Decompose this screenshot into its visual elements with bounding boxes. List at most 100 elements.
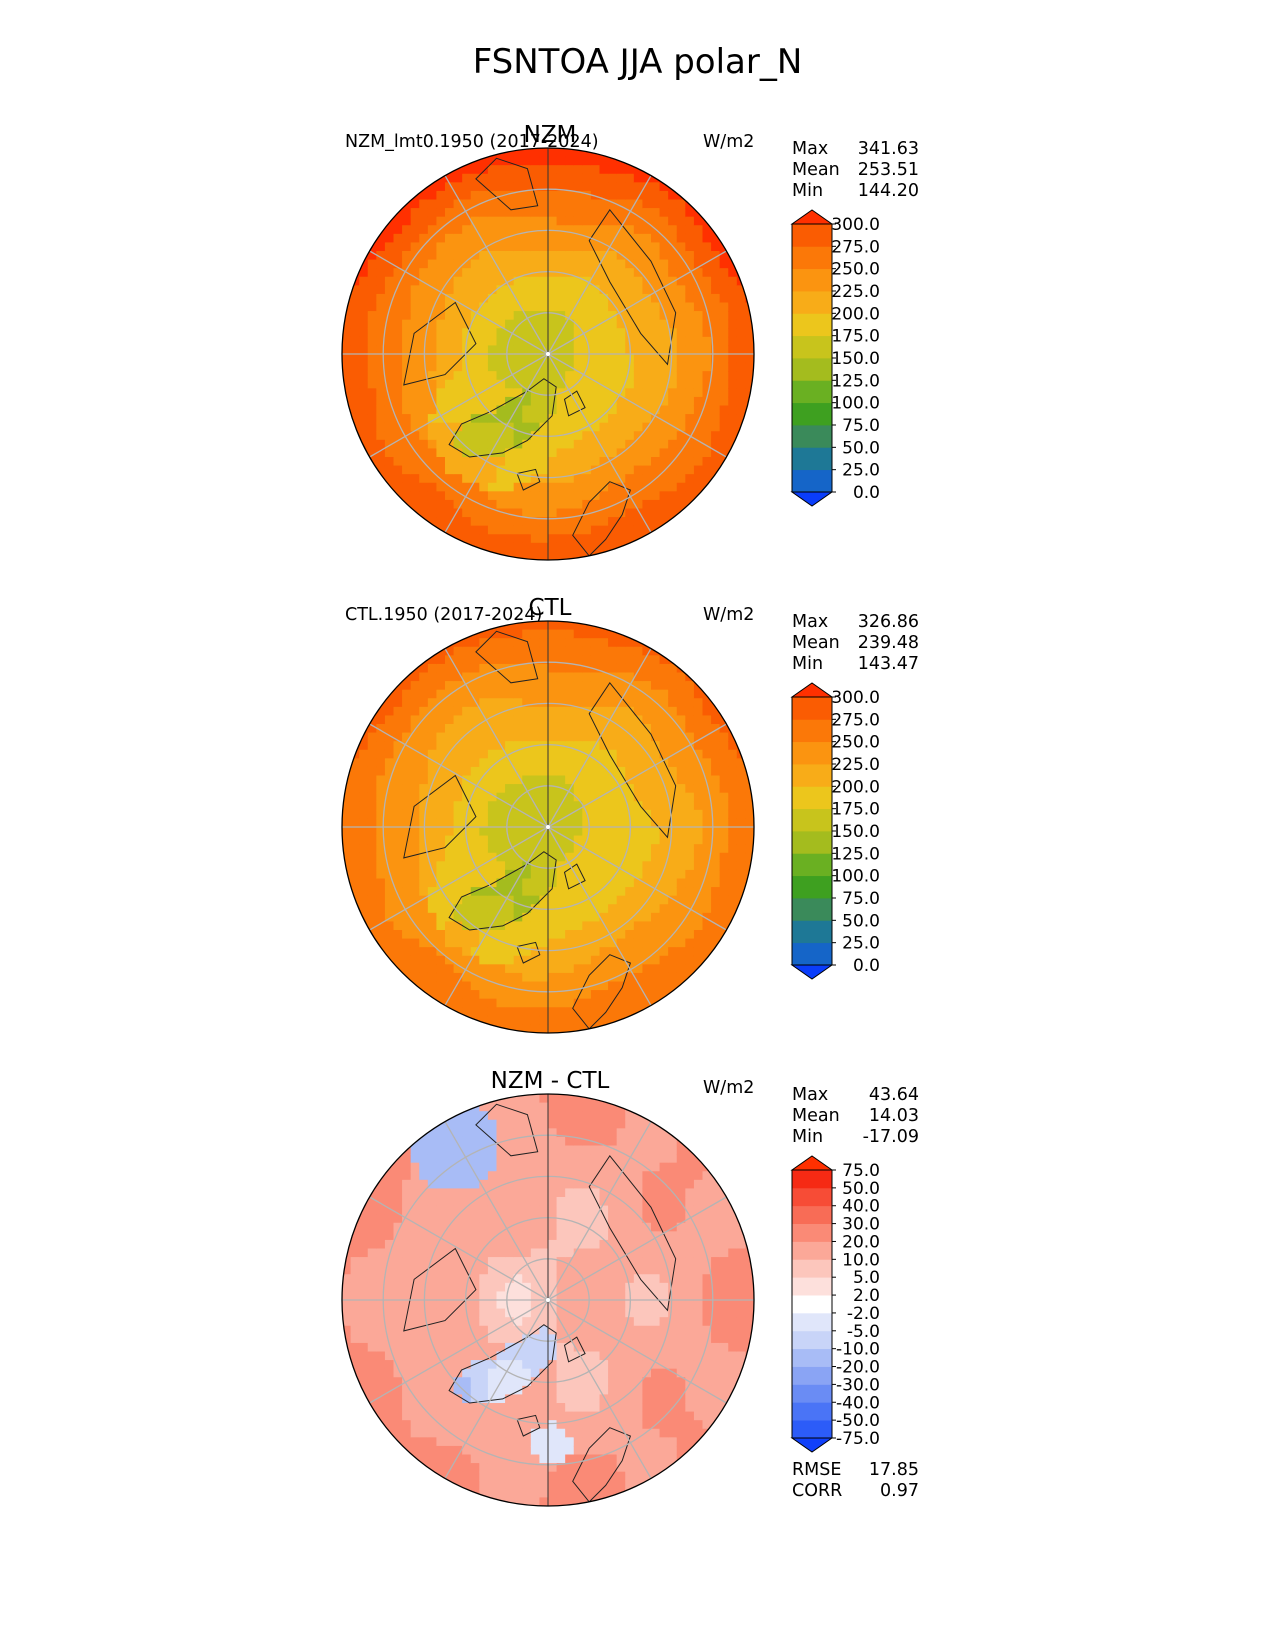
field-cell	[513, 809, 523, 820]
field-cell	[402, 706, 412, 717]
field-cell	[479, 276, 489, 286]
field-cell	[548, 182, 558, 192]
field-cell	[659, 199, 669, 209]
field-cell	[453, 1274, 463, 1284]
field-cell	[522, 998, 532, 1008]
field-cell	[548, 912, 558, 923]
field-cell	[445, 732, 455, 742]
field-cell	[384, 405, 395, 415]
field-cell	[590, 663, 601, 674]
field-cell	[616, 371, 626, 381]
field-cell	[582, 542, 592, 553]
coastline-iceland	[516, 941, 541, 964]
field-cell	[522, 542, 532, 553]
field-cell	[582, 681, 592, 691]
field-cell	[393, 852, 403, 862]
field-cell	[445, 182, 455, 192]
field-cell	[393, 869, 403, 880]
field-cell	[419, 371, 429, 381]
field-cell	[565, 818, 575, 828]
field-cell	[659, 844, 669, 854]
field-cell	[445, 835, 455, 845]
field-cell	[711, 457, 721, 467]
field-cell	[462, 216, 472, 226]
field-cell	[470, 1197, 480, 1207]
field-cell	[393, 405, 403, 415]
field-cell	[445, 698, 455, 708]
field-cell	[384, 319, 395, 329]
field-cell	[470, 1145, 480, 1155]
field-cell	[436, 1214, 446, 1224]
field-cell	[479, 499, 489, 510]
field-cell	[479, 1342, 489, 1353]
field-cell	[633, 482, 644, 492]
field-cell	[427, 336, 438, 347]
field-cell	[487, 319, 498, 329]
field-cell	[367, 895, 377, 905]
field-cell	[548, 629, 558, 639]
field-cell	[427, 827, 438, 837]
field-cell	[384, 938, 395, 948]
field-cell	[548, 508, 558, 518]
field-cell	[565, 715, 575, 725]
field-cell	[513, 542, 523, 553]
field-cell	[616, 208, 626, 218]
field-cell	[479, 379, 489, 389]
field-cell	[608, 698, 618, 708]
field-cell	[436, 698, 446, 708]
field-cell	[393, 1368, 403, 1378]
field-cell	[487, 534, 498, 544]
field-cell	[642, 379, 652, 389]
field-cell	[419, 1411, 429, 1421]
field-cell	[642, 362, 652, 372]
field-cell	[393, 1351, 403, 1361]
field-cell	[513, 165, 523, 175]
field-cell	[711, 362, 721, 372]
field-cell	[642, 698, 652, 708]
field-cell	[470, 1437, 480, 1447]
field-cell	[384, 311, 395, 321]
field-cell	[402, 1351, 412, 1361]
field-cell	[676, 251, 686, 261]
field-cell	[590, 482, 601, 492]
field-cell	[565, 422, 575, 432]
field-cell	[573, 388, 583, 398]
field-cell	[573, 345, 583, 355]
field-cell	[642, 972, 652, 983]
field-cell	[599, 887, 609, 897]
field-cell	[522, 525, 532, 535]
field-cell	[728, 904, 738, 914]
field-cell	[608, 792, 618, 802]
field-cell	[402, 474, 412, 484]
field-cell	[590, 354, 601, 364]
field-cell	[565, 285, 575, 295]
field-cell	[599, 972, 609, 983]
field-cell	[590, 379, 601, 389]
field-cell	[719, 818, 729, 828]
field-cell	[410, 1205, 420, 1215]
field-cell	[513, 1411, 523, 1421]
field-cell	[642, 878, 652, 888]
field-cell	[479, 930, 489, 940]
field-cell	[453, 784, 463, 794]
field-cell	[685, 895, 695, 905]
field-cell	[367, 887, 377, 897]
field-cell	[505, 293, 515, 304]
field-cell	[539, 1197, 549, 1207]
field-cell	[496, 1007, 506, 1017]
field-cell	[505, 1428, 515, 1438]
field-cell	[736, 861, 747, 871]
field-cell	[539, 491, 549, 501]
field-cell	[590, 233, 601, 244]
field-cell	[530, 672, 541, 682]
field-cell	[590, 938, 601, 948]
field-cell	[342, 1317, 352, 1327]
field-cell	[599, 474, 609, 484]
field-cell	[436, 784, 446, 794]
field-cell	[487, 766, 498, 777]
field-cell	[419, 1420, 429, 1430]
field-cell	[410, 775, 420, 785]
field-cell	[427, 990, 438, 1000]
field-cell	[470, 724, 480, 734]
field-cell	[668, 904, 678, 914]
